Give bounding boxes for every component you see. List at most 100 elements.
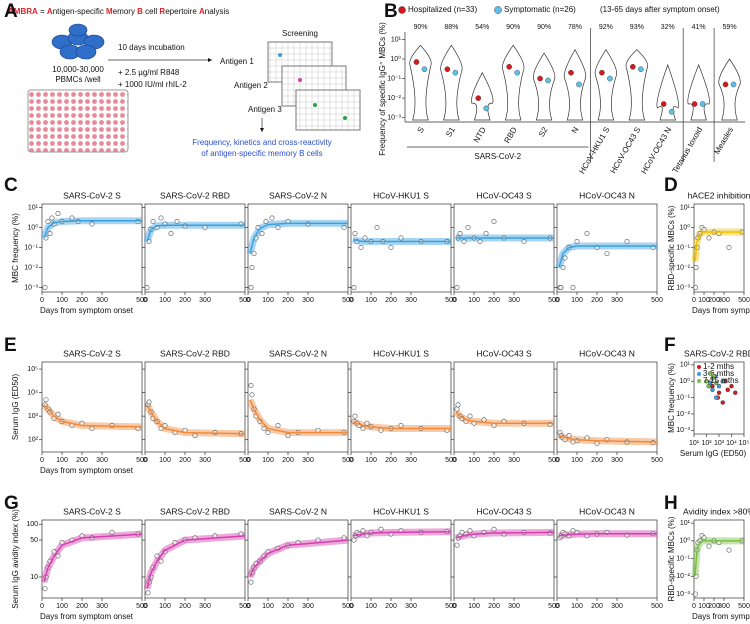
panel-label: A xyxy=(4,1,18,22)
subplot-title: SARS-CoV-2 RBD xyxy=(160,506,230,516)
x-tick-label: S xyxy=(416,126,426,135)
x-tick-label: HCoV-OC43 N xyxy=(639,125,673,175)
point xyxy=(55,211,61,217)
x-tick-label: 200 xyxy=(385,603,397,610)
y-axis-label: MBC frequency (%) xyxy=(667,363,676,433)
y-tick-label: 10² xyxy=(28,437,39,444)
violin xyxy=(409,44,432,121)
x-tick-label: 100 xyxy=(698,603,710,610)
point xyxy=(506,63,512,70)
plot-frame xyxy=(453,203,555,293)
point xyxy=(364,420,370,426)
point xyxy=(706,235,712,241)
x-tick-label: 200 xyxy=(488,457,500,464)
point xyxy=(398,423,404,429)
x-tick-label: 500 xyxy=(342,297,354,304)
x-tick-label: 500 xyxy=(342,457,354,464)
x-tick-label: 0 xyxy=(143,297,147,304)
legend-marker xyxy=(697,365,701,369)
note: (13-65 days after symptom onset) xyxy=(600,5,720,14)
plot-frame xyxy=(350,203,452,293)
point xyxy=(604,251,610,257)
x-axis-label: Days from symptom onset xyxy=(40,612,134,621)
point xyxy=(560,265,566,271)
plot-frame xyxy=(41,361,143,453)
point xyxy=(275,225,281,231)
x-tick-label: 10² xyxy=(701,440,712,447)
y-tick-label: 10⁰ xyxy=(27,223,38,231)
additive: + 1000 IU/ml rhIL-2 xyxy=(118,80,187,89)
point xyxy=(465,225,471,231)
y-tick-label: 10³ xyxy=(28,413,39,420)
cells-label: PBMCs /well xyxy=(55,75,101,84)
chart-title: SARS-CoV-2 RBD xyxy=(684,348,750,358)
subplot-title: HCoV-OC43 N xyxy=(579,348,635,358)
violin xyxy=(502,44,525,121)
point xyxy=(362,235,368,241)
point xyxy=(109,529,115,535)
legend-marker xyxy=(697,372,701,376)
point xyxy=(477,239,483,245)
violin xyxy=(625,49,648,121)
point xyxy=(275,423,281,429)
x-tick-label: 200 xyxy=(591,457,603,464)
x-tick-label: 500 xyxy=(651,603,663,610)
violin xyxy=(563,48,587,121)
point xyxy=(594,440,600,446)
legend-label: Hospitalized (n=33) xyxy=(408,5,477,14)
y-axis-label: Serum IgG (ED50) xyxy=(11,374,20,441)
fit-line xyxy=(694,540,744,577)
point xyxy=(89,425,95,431)
point xyxy=(351,537,357,543)
y-tick-label: 100 xyxy=(26,521,38,528)
y-tick-label: 10¹ xyxy=(28,204,39,211)
point xyxy=(714,380,719,386)
point xyxy=(388,245,394,251)
fit-line xyxy=(249,399,348,434)
point xyxy=(720,379,725,384)
point xyxy=(491,423,497,429)
point xyxy=(491,219,497,225)
fit-line xyxy=(455,531,555,539)
y-tick-label: 10 xyxy=(30,574,38,581)
point xyxy=(89,221,95,227)
y-tick-label: 10¹ xyxy=(391,36,402,43)
plot-frame xyxy=(453,361,555,453)
x-tick-label: HCoV-OC43 S xyxy=(609,126,643,176)
x-tick-label: 10⁴ xyxy=(726,440,737,447)
y-axis-label: RBD-specific MBCs (%) xyxy=(667,205,676,290)
x-tick-label: 200 xyxy=(708,297,720,304)
point xyxy=(352,413,358,419)
outcome: Frequency, kinetics and cross-reactivity xyxy=(192,138,331,147)
point xyxy=(174,219,180,225)
point xyxy=(693,265,699,271)
point xyxy=(716,383,722,389)
x-tick-label: 0 xyxy=(692,297,696,304)
point xyxy=(704,379,709,384)
y-tick-label: 10⁰ xyxy=(679,377,690,385)
y-tick-label: 10⁻² xyxy=(24,264,38,271)
point xyxy=(558,285,564,291)
y-tick-label: 10⁻³ xyxy=(676,591,690,598)
x-tick-label: S2 xyxy=(537,125,550,138)
value-label: 59% xyxy=(723,24,737,31)
fit-line xyxy=(249,222,348,254)
point xyxy=(706,383,711,389)
x-tick-label: 300 xyxy=(96,457,108,464)
cells xyxy=(51,23,105,60)
screening-label: Screening xyxy=(282,29,318,38)
point xyxy=(691,101,698,107)
x-tick-label: 200 xyxy=(708,603,720,610)
x-tick-label: 200 xyxy=(488,297,500,304)
fit-line xyxy=(558,532,657,537)
legend-marker xyxy=(494,6,502,14)
x-tick-label: 0 xyxy=(555,457,559,464)
y-tick-label: 10¹ xyxy=(680,204,691,211)
point xyxy=(481,417,487,423)
x-tick-label: 300 xyxy=(199,297,211,304)
point xyxy=(584,231,590,237)
x-tick-label: 0 xyxy=(143,457,147,464)
legend-label: 3-6 mths xyxy=(703,369,734,378)
x-tick-label: 200 xyxy=(282,457,294,464)
point xyxy=(699,101,706,107)
